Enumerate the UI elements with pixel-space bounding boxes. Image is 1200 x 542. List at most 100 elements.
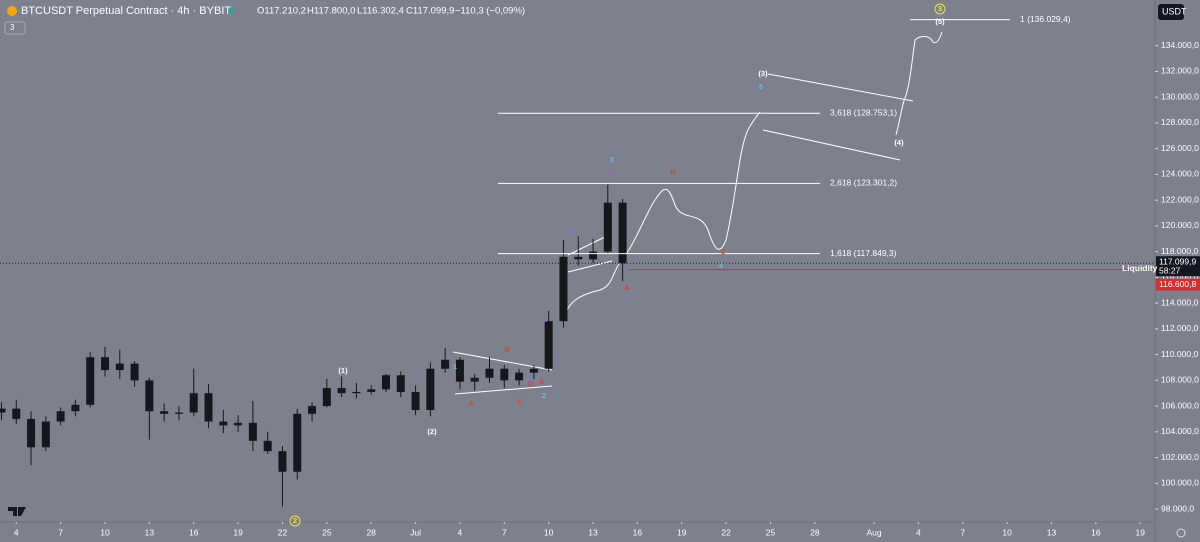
candle-body [618,202,627,264]
y-tick-label: 100.000,0 [1161,478,1199,488]
wave-label: (5) [935,17,945,26]
symbol-icon [7,6,17,16]
y-tick-label: 132.000,0 [1161,66,1199,76]
wave-label: C [720,247,726,256]
wave-label: 3 [569,227,573,236]
ohlc-close: C117.099,9 [406,6,454,17]
candle-body [204,393,213,422]
indicators-count[interactable]: 3 [10,23,15,32]
x-tick-label: 4 [916,527,921,537]
candle-body [308,406,317,414]
y-tick-label: 134.000,0 [1161,40,1199,50]
trendline [452,351,553,371]
x-tick-label: 4 [14,527,19,537]
wave-label: 1 [453,362,457,371]
y-tick-label: 116.000,0 [1161,272,1198,282]
candle-body [485,368,494,378]
candle-body [396,375,405,392]
y-tick-label: 102.000,0 [1161,452,1199,462]
liquidity-label: 116.600,8 [1159,279,1196,289]
wave-label: D [528,379,534,388]
trendline [567,235,608,256]
fib-label: 2,618 (123.301,2) [830,178,897,188]
x-tick-label: Aug [866,527,881,537]
candle-body [337,388,346,394]
x-tick-label: 16 [1091,527,1101,537]
trendline [567,260,613,273]
candle-body [441,359,450,369]
ohlc-open: O117.210,2 [257,6,306,17]
candle-body [500,368,509,381]
candle-body [559,256,568,322]
wave-label: 2 [542,391,546,400]
price-box [1156,256,1200,277]
candle-body [515,372,524,381]
x-tick-label: Jul [410,527,421,537]
wave-label: 2 [293,516,297,525]
symbol: BTCUSDT Perpetual Contract · 4h · BYBIT [21,5,231,17]
wave-label: 3 [610,155,614,164]
trendline [454,385,553,395]
x-tick-label: 7 [502,527,507,537]
candle-body [219,421,228,426]
candle-body [130,363,139,381]
channel-line [767,73,914,102]
logo [8,507,26,516]
candle-body [278,451,287,472]
wave-label: A [468,399,474,408]
y-tick-label: 110.000,0 [1161,349,1198,359]
candle-body [589,251,598,260]
x-tick-label: 7 [58,527,63,537]
candle-body [248,422,257,441]
x-tick-label: 25 [322,527,332,537]
fib-label: 1 (136.029,4) [1020,14,1071,24]
y-tick-label: 126.000,0 [1161,143,1199,153]
candle-body [101,357,109,371]
currency[interactable]: USDT [1162,6,1187,16]
y-tick-label: 122.000,0 [1161,194,1199,204]
y-tick-label: 120.000,0 [1161,220,1199,230]
currency-box[interactable] [1158,4,1184,20]
wave-label: 5 [759,82,763,91]
y-tick-label: 108.000,0 [1161,375,1199,385]
ohlc-high: H117.800,0 [307,6,355,17]
x-tick-label: 13 [145,527,155,537]
wave-circle [289,515,301,527]
tv-logo [8,507,26,516]
x-tick-label: 10 [1002,527,1012,537]
candle-body [160,411,169,414]
status-dot [228,8,234,14]
candle-body [27,418,36,448]
y-tick-label: 112.000,0 [1161,323,1198,333]
x-tick-label: 4 [458,527,463,537]
indicators-button[interactable] [4,21,26,35]
y-tick-label: 118.000,0 [1161,246,1198,256]
candle-body [574,256,583,260]
projection-path [895,31,943,136]
wave-label: (2) [427,427,437,436]
wave-label: (4) [894,138,904,147]
y-tick-label: 124.000,0 [1161,169,1199,179]
x-tick-label: 19 [677,527,687,537]
x-tick-label: 13 [588,527,598,537]
candle-body [470,377,479,382]
liquidity-box [1156,278,1200,291]
x-tick-label: 19 [1135,527,1145,537]
candle-body [234,422,243,426]
x-tick-label: 22 [721,527,731,537]
candle-body [71,404,80,412]
settings-icon[interactable] [1176,528,1186,538]
drawings [452,31,943,395]
wave-label: A [624,283,630,292]
candle-body [86,357,95,405]
wave-label: C [517,397,523,406]
candle-body [12,408,21,419]
wave-label: (1) [338,366,348,375]
wave-circle [934,3,946,15]
x-tick-label: 28 [810,527,820,537]
projection-path [562,111,761,319]
candle-body [603,202,612,252]
x-tick-label: 19 [233,527,243,537]
y-tick-label: 130.000,0 [1161,91,1199,101]
